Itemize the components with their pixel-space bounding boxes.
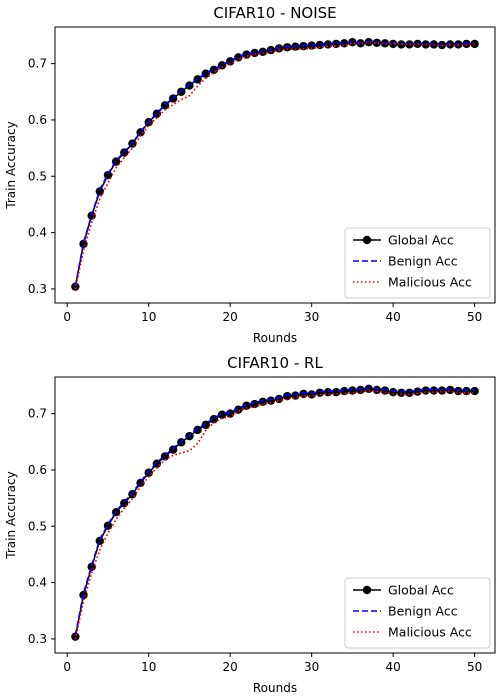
data-point-global-acc <box>193 425 202 435</box>
plot-frame <box>54 26 496 304</box>
series-overlay-malicious-acc <box>74 41 475 290</box>
data-point-global-acc <box>340 386 349 396</box>
x-axis-label: Rounds <box>253 331 297 345</box>
data-point-global-acc <box>323 388 333 397</box>
data-point-global-acc <box>462 386 471 396</box>
data-point-global-acc <box>421 386 430 395</box>
legend-box <box>344 227 491 299</box>
y-tick-label: 0.5 <box>28 519 47 533</box>
data-point-global-acc <box>242 401 251 410</box>
legend-label: Benign Acc <box>388 604 458 619</box>
data-point-global-acc <box>331 39 341 49</box>
data-point-global-acc <box>234 405 243 414</box>
y-tick-label: 0.3 <box>28 632 47 646</box>
data-point-global-acc <box>95 536 105 546</box>
x-tick-label: 40 <box>386 660 401 674</box>
x-tick-label: 50 <box>467 310 482 324</box>
x-tick-label: 30 <box>304 660 319 674</box>
y-tick-label: 0.7 <box>28 57 47 71</box>
y-axis-label: Train Accuracy <box>4 121 18 209</box>
y-tick-label: 0.4 <box>28 576 47 590</box>
data-point-global-acc <box>258 397 267 406</box>
plot-frame <box>54 376 496 654</box>
y-tick-label: 0.5 <box>28 169 47 183</box>
data-point-global-acc <box>185 431 194 441</box>
data-point-global-acc <box>348 386 357 395</box>
data-point-global-acc <box>274 394 284 404</box>
data-point-global-acc <box>323 40 333 49</box>
data-point-global-acc <box>331 388 341 397</box>
legend-box <box>344 577 491 649</box>
chart-panel-noise: CIFAR10 - NOISE Train Accuracy Rounds 0 1… <box>4 4 496 345</box>
series-overlay-benign-acc <box>74 386 475 636</box>
x-axis-label: Rounds <box>253 681 297 695</box>
legend-label: Global Acc <box>388 233 454 248</box>
data-point-global-acc <box>234 53 243 62</box>
data-point-global-acc <box>266 396 276 405</box>
data-point-global-acc <box>128 489 137 499</box>
y-tick-label: 0.6 <box>28 113 47 127</box>
x-tick-label: 20 <box>223 310 238 324</box>
data-point-global-acc <box>470 386 479 396</box>
x-tick-label: 0 <box>63 310 71 324</box>
legend: Global Acc Benign Acc Malicious Acc <box>344 577 491 649</box>
series-overlay-benign-acc <box>74 40 475 287</box>
legend-label: Malicious Acc <box>388 275 472 290</box>
data-point-global-acc <box>388 388 398 397</box>
y-tick-label: 0.6 <box>28 463 47 477</box>
data-point-global-acc <box>177 438 186 447</box>
data-point-global-acc <box>364 384 373 394</box>
legend-marker <box>362 235 372 245</box>
data-point-global-acc <box>429 386 439 395</box>
y-axis-label: Train Accuracy <box>4 471 18 559</box>
x-tick-label: 40 <box>386 310 401 324</box>
x-tick-label: 30 <box>304 310 319 324</box>
data-point-global-acc <box>454 386 463 396</box>
data-point-global-acc <box>307 390 316 399</box>
legend: Global Acc Benign Acc Malicious Acc <box>344 227 491 299</box>
y-tick-label: 0.3 <box>28 282 47 296</box>
x-tick-label: 20 <box>223 660 238 674</box>
x-tick-label: 50 <box>467 660 482 674</box>
data-point-global-acc <box>405 388 414 397</box>
y-tick-label: 0.4 <box>28 226 47 240</box>
data-point-global-acc <box>95 187 105 196</box>
legend-label: Benign Acc <box>388 254 458 269</box>
data-point-global-acc <box>299 389 308 399</box>
chart-title: CIFAR10 - NOISE <box>213 4 336 22</box>
data-point-global-acc <box>380 386 390 395</box>
legend-marker <box>362 585 372 595</box>
data-point-global-acc <box>177 87 186 96</box>
data-point-global-acc <box>250 399 259 409</box>
data-point-global-acc <box>413 39 422 49</box>
chart-title: CIFAR10 - RL <box>227 354 323 372</box>
legend-label: Global Acc <box>388 583 454 598</box>
legend-label: Malicious Acc <box>388 625 472 640</box>
data-point-global-acc <box>71 282 80 291</box>
data-point-global-acc <box>372 385 382 395</box>
data-point-global-acc <box>291 391 300 400</box>
y-tick-label: 0.7 <box>28 407 47 421</box>
data-point-global-acc <box>445 385 455 395</box>
data-point-global-acc <box>71 632 80 641</box>
data-point-global-acc <box>356 385 365 395</box>
x-tick-label: 10 <box>141 310 156 324</box>
data-point-global-acc <box>201 420 210 430</box>
data-point-global-acc <box>397 388 406 397</box>
x-tick-label: 0 <box>63 660 71 674</box>
chart-panel-rl: CIFAR10 - RL Train Accuracy Rounds 0 10 20… <box>4 354 496 695</box>
x-tick-label: 10 <box>141 660 156 674</box>
data-point-global-acc <box>437 386 447 395</box>
